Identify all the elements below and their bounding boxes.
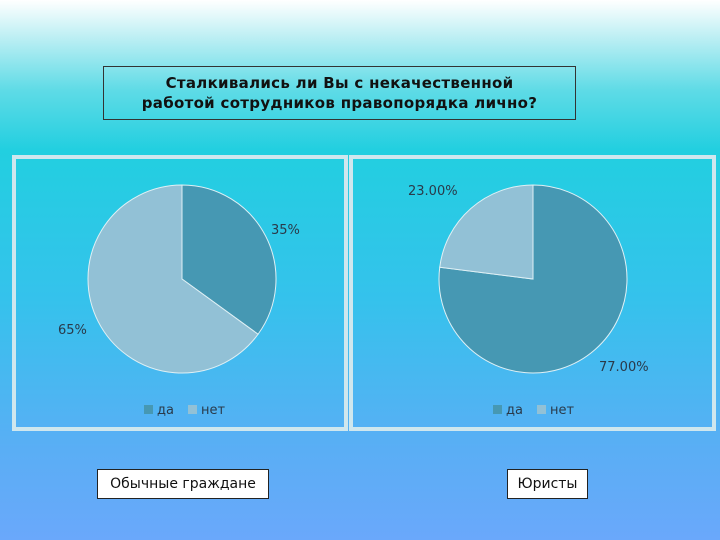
legend-label-net: нет <box>201 403 225 418</box>
pie-chart-lawyers: 23.00% 77.00% да нет <box>408 184 649 418</box>
data-label-da: 35% <box>271 223 300 238</box>
group-label-citizens: Обычные граждане <box>97 469 269 499</box>
chart-title-line2: работой сотрудников правопорядка лично? <box>141 94 538 112</box>
pie-slice-da <box>181 184 277 335</box>
legend-swatch-da <box>144 405 153 414</box>
legend-label-net: нет <box>550 403 574 418</box>
legend-swatch-net <box>188 405 197 414</box>
data-label-net: 23.00% <box>408 184 458 199</box>
chart-title-line1: Сталкивались ли Вы с некачественной <box>165 74 514 92</box>
group-label-lawyers: Юристы <box>507 469 588 499</box>
legend-swatch-net <box>537 405 546 414</box>
legend-label-da: да <box>157 403 174 418</box>
pie-panel-citizens: 35% 65% да нет <box>12 155 348 431</box>
legend-label-da: да <box>506 403 523 418</box>
chart-title: Сталкивались ли Вы с некачественной рабо… <box>103 66 576 120</box>
pie-slice-net <box>439 184 534 280</box>
pie-chart-citizens: 35% 65% да нет <box>58 184 300 418</box>
data-label-net: 65% <box>58 323 87 338</box>
pie-panel-lawyers: 23.00% 77.00% да нет <box>349 155 716 431</box>
pie-slice-net <box>87 184 259 374</box>
data-label-da: 77.00% <box>599 360 649 375</box>
legend-swatch-da <box>493 405 502 414</box>
